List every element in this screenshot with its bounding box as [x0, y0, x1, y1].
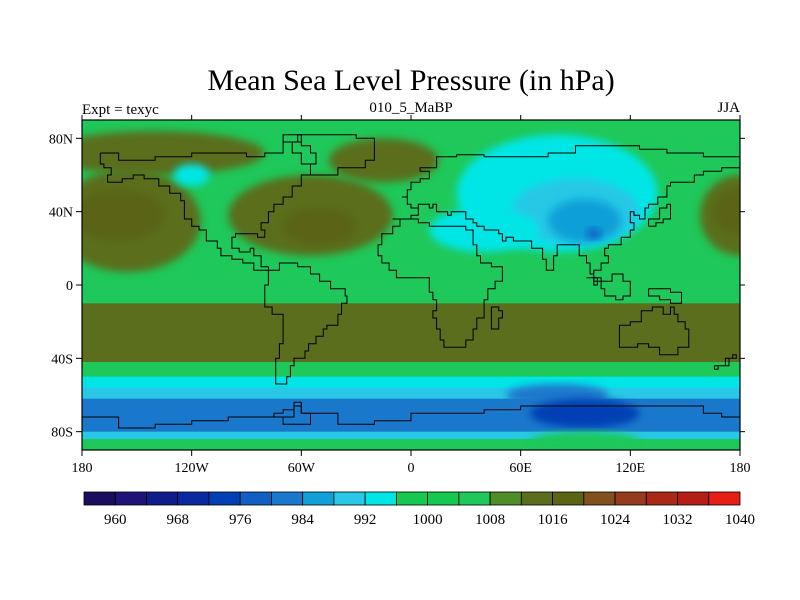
colorbar-swatch-4 [208, 491, 241, 506]
zonal-band-5 [82, 387, 740, 400]
colorbar-swatch-20 [708, 491, 741, 506]
pressure-cell-10 [548, 198, 622, 243]
coastline-9 [648, 203, 671, 227]
colorbar-label-8: 1024 [600, 512, 631, 528]
chart-title: Mean Sea Level Pressure (in hPa) [207, 64, 614, 97]
colorbar-label-4: 992 [354, 512, 377, 528]
colorbar-swatch-16 [583, 491, 616, 506]
x-tick-label-5: 120E [616, 461, 646, 476]
x-tick-label-6: 180 [730, 461, 751, 476]
colorbar-swatch-10 [395, 491, 429, 506]
colorbar-label-6: 1008 [475, 512, 505, 528]
coastline-10 [713, 354, 737, 370]
colorbar-label-10: 1040 [725, 512, 755, 528]
pressure-cell-6 [283, 208, 357, 245]
experiment-label: Expt = texyc [82, 102, 159, 118]
pressure-cell-2 [82, 131, 265, 175]
coastline-12 [273, 401, 311, 425]
colorbar-swatch-2 [146, 491, 179, 506]
colorbar-label-2: 976 [229, 512, 252, 528]
pressure-cell-13 [173, 164, 210, 186]
x-tick-label-1: 120W [175, 461, 210, 476]
colorbar-swatch-19 [677, 491, 710, 506]
y-tick-label-2: 0 [66, 279, 73, 294]
colorbar-label-5: 1000 [413, 512, 443, 528]
colorbar-swatch-11 [427, 491, 460, 506]
y-tick-label-1: 40N [49, 206, 73, 221]
colorbar-label-1: 968 [166, 512, 189, 528]
pressure-cell-1 [82, 189, 165, 241]
colorbar-label-3: 984 [291, 512, 314, 528]
coastline-8 [648, 288, 682, 304]
coastline-2 [282, 134, 375, 176]
coastline-6 [618, 306, 690, 356]
season-label: JJA [717, 100, 740, 116]
colorbar-label-9: 1032 [663, 512, 693, 528]
colorbar-swatch-9 [364, 491, 397, 506]
colorbar-swatch-12 [458, 491, 491, 506]
colorbar-swatch-15 [552, 491, 585, 506]
zonal-band-7 [82, 431, 740, 440]
pressure-cell-4 [714, 189, 740, 234]
coastline-3 [392, 145, 740, 286]
x-axis: 180 120W 60W 0 60E 120E 180 [72, 115, 751, 476]
colorbar-swatch-8 [333, 491, 366, 506]
y-axis: 80N 40N 0 40S 80S [49, 132, 745, 441]
zonal-band-3 [82, 362, 740, 378]
pressure-cells [82, 131, 740, 450]
x-tick-label-0: 180 [72, 461, 93, 476]
colorbar-swatch-5 [239, 491, 272, 506]
colorbar: 960 968 976 984 992 1000 1008 1016 1024 1032 1040 [83, 491, 755, 528]
colorbar-swatch-6 [271, 491, 304, 506]
colorbar-swatch-1 [114, 491, 147, 506]
coastlines [82, 134, 740, 429]
zonal-band-2 [82, 303, 740, 363]
colorbar-label-0: 960 [104, 512, 127, 528]
colorbar-swatch-0 [83, 491, 116, 506]
zonal-band-8 [82, 439, 740, 450]
pressure-cell-11 [586, 228, 602, 240]
period-label: 010_5_MaBP [369, 100, 452, 116]
coastline-0 [99, 134, 311, 271]
y-tick-label-3: 40S [51, 352, 73, 367]
x-tick-label-3: 0 [408, 461, 415, 476]
colorbar-label-7: 1016 [538, 512, 569, 528]
pressure-map [82, 120, 740, 450]
coastline-11 [82, 402, 740, 429]
coastline-7 [586, 273, 631, 301]
coastline-1 [264, 262, 348, 385]
coastline-4 [377, 218, 503, 348]
colorbar-swatch-7 [302, 491, 335, 506]
colorbar-swatch-14 [520, 491, 553, 506]
pressure-cell-16 [529, 431, 640, 450]
x-tick-label-2: 60W [288, 461, 316, 476]
y-tick-label-4: 80S [51, 426, 73, 441]
colorbar-swatch-17 [614, 491, 647, 506]
y-tick-label-0: 80N [49, 132, 73, 147]
coastline-5 [490, 306, 503, 330]
pressure-cell-7 [328, 138, 439, 183]
colorbar-swatch-13 [489, 491, 522, 506]
colorbar-swatch-18 [645, 491, 678, 506]
pressure-cell-15 [529, 398, 640, 429]
x-tick-label-4: 60E [509, 461, 532, 476]
colorbar-swatch-3 [177, 491, 210, 506]
zonal-band-4 [82, 376, 740, 389]
